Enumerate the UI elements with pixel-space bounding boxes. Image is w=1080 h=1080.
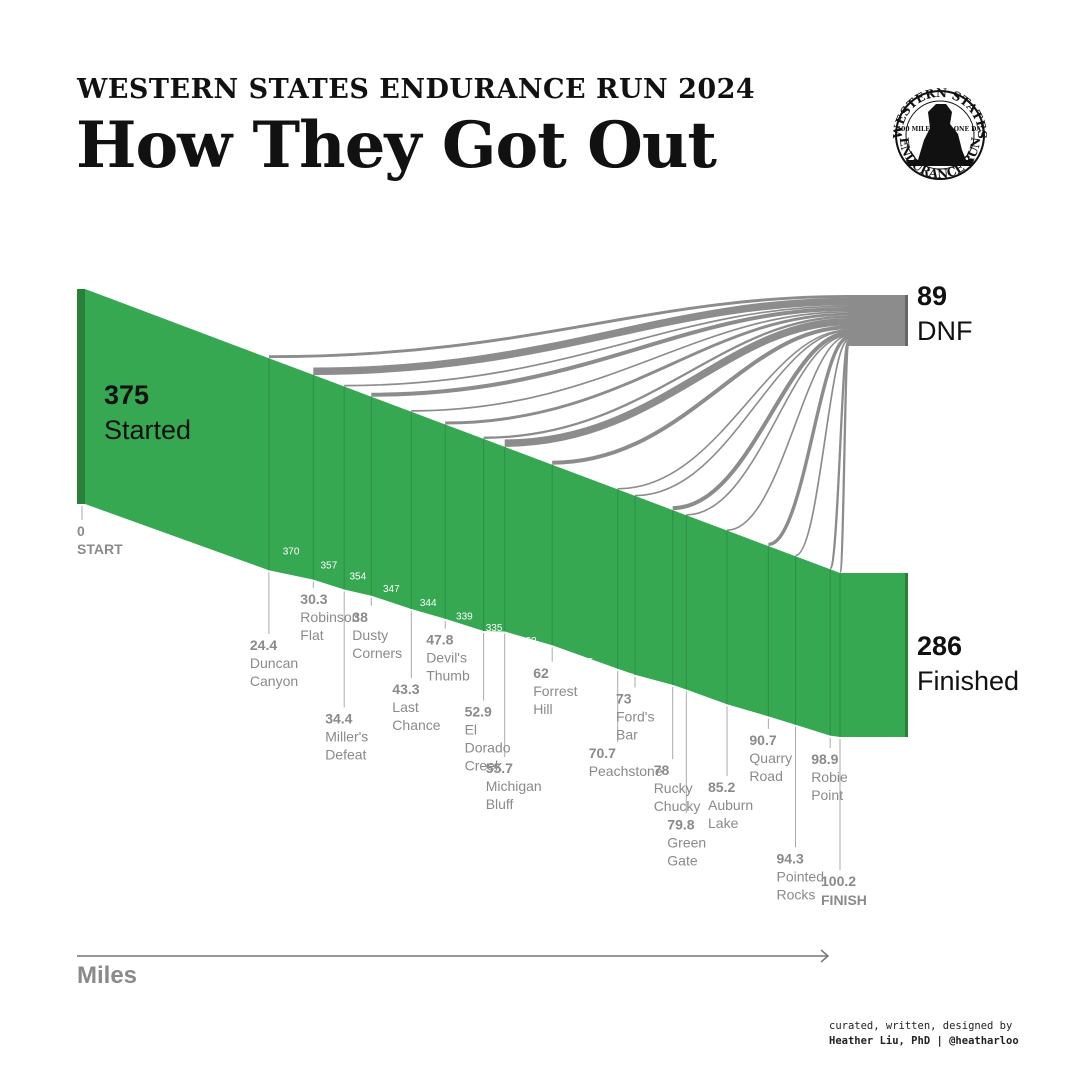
checkpoint-name-label: Forrest Hill xyxy=(533,683,577,717)
checkpoint-name-label: FINISH xyxy=(821,892,867,908)
runner-count-label: 370 xyxy=(283,547,300,558)
checkpoint-mile-label: 78 xyxy=(654,762,670,778)
runner-count-label: 357 xyxy=(320,561,337,572)
checkpoint-mile-label: 94.3 xyxy=(777,850,804,866)
checkpoint-mile-label: 73 xyxy=(616,691,632,707)
runner-count-label: 312 xyxy=(646,683,663,694)
dnf-flow xyxy=(795,339,849,557)
checkpoint-name-label: Devil's Thumb xyxy=(426,650,470,684)
dnf-flow xyxy=(268,294,849,359)
checkpoint-mile-label: 0 xyxy=(77,523,85,539)
started-value: 375 xyxy=(104,380,149,410)
checkpoint-name-label: Peachstone xyxy=(589,763,663,779)
miles-axis-arrow xyxy=(820,949,830,963)
x-axis-label: Miles xyxy=(77,962,137,989)
dnf-flow xyxy=(829,341,850,570)
runner-count-label: 313 xyxy=(618,673,635,684)
runner-count-label: 303 xyxy=(739,718,756,729)
checkpoint-mile-label: 79.8 xyxy=(667,816,694,832)
checkpoint-mile-label: 43.3 xyxy=(392,681,419,697)
checkpoint-name-label: Robinson Flat xyxy=(300,609,359,643)
started-label: Started xyxy=(104,415,191,445)
dnf-label: DNF xyxy=(917,316,973,346)
checkpoint-mile-label: 34.4 xyxy=(325,710,352,726)
page-title: How They Got Out xyxy=(76,108,717,183)
checkpoint-mile-label: 30.3 xyxy=(300,591,327,607)
checkpoint-mile-label: 70.7 xyxy=(589,745,616,761)
dnf-flow xyxy=(344,305,849,387)
runners-flow xyxy=(85,289,905,737)
cougar-logo-icon: WESTERN STATES ENDURANCE RUN 100 MILES O… xyxy=(891,86,989,181)
checkpoint-name-label: Quarry Road xyxy=(749,750,792,784)
runner-count-label: 297 xyxy=(774,731,791,742)
checkpoint-name-label: El Dorado Creek xyxy=(465,722,511,774)
checkpoint-name-label: Dusty Corners xyxy=(352,627,402,661)
dnf-flow xyxy=(313,297,849,375)
dnf-flow xyxy=(617,329,849,490)
logo-left-text: 100 MILES xyxy=(897,126,934,133)
checkpoint-name-label: Ford's Bar xyxy=(616,709,654,743)
runner-count-label: 294 xyxy=(805,743,822,754)
start-bar xyxy=(77,289,85,504)
dnf-flow xyxy=(838,343,850,574)
checkpoint-name-label: START xyxy=(77,541,123,557)
checkpoint-name-label: Rucky Chucky xyxy=(654,780,701,814)
checkpoint-mile-label: 62 xyxy=(533,665,549,681)
dnf-flow xyxy=(672,331,849,511)
credit: curated, written, designed by Heather Li… xyxy=(829,1019,1019,1049)
dnf-flow xyxy=(411,311,849,412)
dnf-flow xyxy=(767,336,849,547)
runner-count-label: 322 xyxy=(520,636,537,647)
checkpoint-name-label: Duncan Canyon xyxy=(250,655,298,689)
finish-edge xyxy=(905,573,908,737)
runner-count-label: 354 xyxy=(349,572,366,583)
runner-count-label: 335 xyxy=(486,623,503,634)
runner-count-label: 339 xyxy=(456,612,473,623)
checkpoint-mile-label: 98.9 xyxy=(811,751,838,767)
headline: WESTERN STATES ENDURANCE RUN 2024 xyxy=(77,74,756,105)
checkpoint-mile-label: 90.7 xyxy=(749,732,776,748)
checkpoint-mile-label: 55.7 xyxy=(486,760,513,776)
finished-label: Finished xyxy=(917,666,1019,696)
checkpoint-name-label: Pointed Rocks xyxy=(777,868,824,902)
dnf-flow xyxy=(634,330,849,497)
runner-count-label: 290 xyxy=(828,752,845,763)
checkpoint-mile-label: 100.2 xyxy=(821,873,856,889)
dnf-flow xyxy=(552,325,849,465)
finished-value: 286 xyxy=(917,631,962,661)
logo-right-text: ONE DAY xyxy=(954,126,986,133)
checkpoint-mile-label: 85.2 xyxy=(708,779,735,795)
checkpoint-name-label: Robie Point xyxy=(811,769,848,803)
checkpoint-mile-label: 47.8 xyxy=(426,632,453,648)
dnf-flow xyxy=(686,334,849,516)
checkpoint-name-label: Auburn Lake xyxy=(708,797,753,831)
checkpoint-mile-label: 38 xyxy=(352,609,368,625)
checkpoint-name-label: Last Chance xyxy=(392,699,440,733)
checkpoint-name-label: Miller's Defeat xyxy=(325,728,368,762)
runner-count-label: 315 xyxy=(577,657,594,668)
runner-count-label: 344 xyxy=(420,598,437,609)
dnf-edge xyxy=(905,295,908,346)
dnf-flow xyxy=(726,335,849,531)
checkpoint-name-label: Michigan Bluff xyxy=(486,778,542,812)
credit-author: Heather Liu, PhD | @heatharloo xyxy=(829,1035,1019,1047)
dnf-flow xyxy=(483,315,849,439)
runner-count-label: 304 xyxy=(698,703,715,714)
dnf-bar xyxy=(848,295,905,346)
dnf-flow xyxy=(371,307,849,397)
checkpoint-name-label: Green Gate xyxy=(667,834,706,868)
checkpoint-mile-label: 24.4 xyxy=(250,637,277,653)
dnf-flow xyxy=(445,312,849,425)
runner-count-label: 305 xyxy=(671,693,688,704)
checkpoint-mile-label: 52.9 xyxy=(465,704,492,720)
dnf-value: 89 xyxy=(917,281,947,311)
credit-line-1: curated, written, designed by xyxy=(829,1020,1013,1032)
dnf-flow xyxy=(504,317,849,447)
runner-count-label: 347 xyxy=(383,584,400,595)
